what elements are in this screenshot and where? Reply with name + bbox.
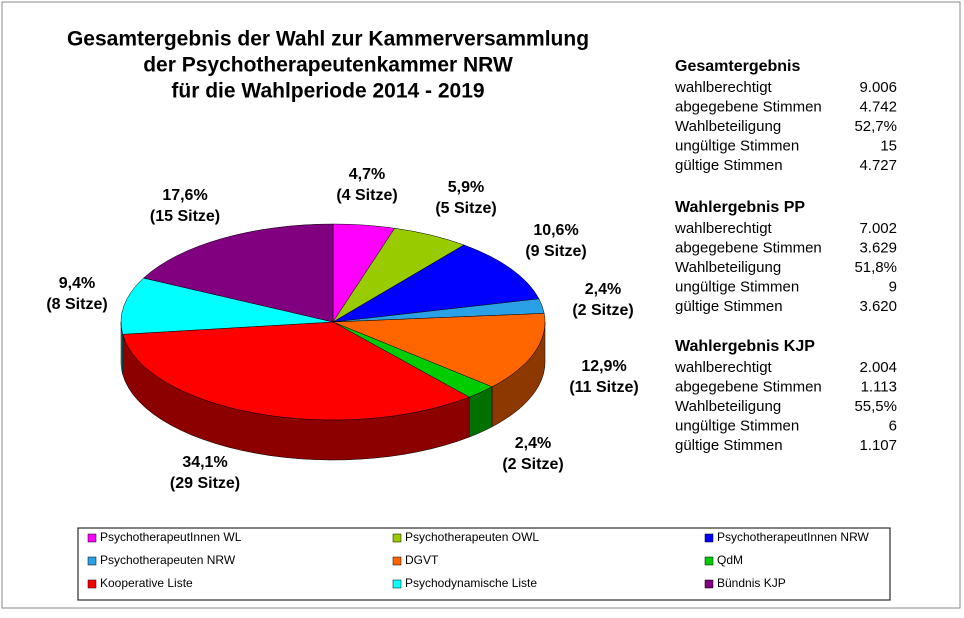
stats-label: abgegebene Stimmen xyxy=(675,378,822,395)
stats-value: 3.629 xyxy=(859,239,897,256)
seat-label: (2 Sitze) xyxy=(572,302,633,319)
legend-swatch xyxy=(87,556,97,566)
stats-value: 9.006 xyxy=(859,79,897,96)
stats-label: Wahlbeteiligung xyxy=(675,259,781,276)
stats-label: wahlberechtigt xyxy=(674,79,773,96)
value-label: 10,6% xyxy=(533,222,578,239)
stats-label: ungültige Stimmen xyxy=(675,278,799,295)
stats-label: wahlberechtigt xyxy=(674,220,773,237)
chart-title: Gesamtergebnis der Wahl zur Kammerversam… xyxy=(67,28,589,51)
slice xyxy=(120,277,334,335)
stats-value: 52,7% xyxy=(854,118,897,135)
seat-label: (4 Sitze) xyxy=(336,187,397,204)
stats-value: 3.620 xyxy=(859,298,897,315)
stats-label: abgegebene Stimmen xyxy=(675,239,822,256)
seat-label: (5 Sitze) xyxy=(435,200,496,217)
value-label: 12,9% xyxy=(581,358,626,375)
stats-label: abgegebene Stimmen xyxy=(675,98,822,115)
chart-title: für die Wahlperiode 2014 - 2019 xyxy=(171,80,484,103)
seat-label: (2 Sitze) xyxy=(502,456,563,473)
seat-label: (9 Sitze) xyxy=(525,243,586,260)
value-label: 34,1% xyxy=(182,454,227,471)
stats-value: 9 xyxy=(889,278,897,295)
stats-value: 6 xyxy=(889,417,897,434)
seat-label: (15 Sitze) xyxy=(150,208,220,225)
stats-value: 1.107 xyxy=(859,437,897,454)
legend-label: PsychotherapeutInnen WL xyxy=(100,530,242,544)
slice xyxy=(142,223,334,323)
legend-swatch xyxy=(704,556,714,566)
stats-label: wahlberechtigt xyxy=(674,359,773,376)
legend-label: QdM xyxy=(717,553,743,567)
slice xyxy=(332,244,540,323)
chart-title: der Psychotherapeutenkammer NRW xyxy=(143,54,513,77)
value-label: 2,4% xyxy=(515,435,551,452)
stats-value: 4.727 xyxy=(859,157,897,174)
stats-label: gültige Stimmen xyxy=(675,157,783,174)
legend-swatch xyxy=(392,556,402,566)
stats-title: Gesamtergebnis xyxy=(675,58,800,75)
stats-value: 15 xyxy=(880,137,897,154)
stats-label: Wahlbeteiligung xyxy=(675,118,781,135)
slice xyxy=(332,313,546,388)
stats-value: 51,8% xyxy=(854,259,897,276)
legend-label: Psychotherapeuten NRW xyxy=(100,553,236,567)
value-label: 17,6% xyxy=(162,187,207,204)
stats-title: Wahlergebnis PP xyxy=(675,199,805,216)
stats-label: gültige Stimmen xyxy=(675,437,783,454)
stats-value: 55,5% xyxy=(854,398,897,415)
legend-label: Bündnis KJP xyxy=(717,576,786,590)
legend-label: DGVT xyxy=(405,553,439,567)
seat-label: (11 Sitze) xyxy=(569,379,638,396)
value-label: 2,4% xyxy=(585,281,621,298)
stats-value: 1.113 xyxy=(861,378,897,395)
legend-label: PsychotherapeutInnen NRW xyxy=(717,530,870,544)
legend-label: Psychodynamische Liste xyxy=(405,576,537,590)
value-label: 9,4% xyxy=(59,275,95,292)
stats-value: 7.002 xyxy=(859,220,897,237)
stats-value: 4.742 xyxy=(859,98,897,115)
stats-label: Wahlbeteiligung xyxy=(675,398,781,415)
legend-swatch xyxy=(704,579,714,589)
legend-swatch xyxy=(87,579,97,589)
stats-label: gültige Stimmen xyxy=(675,298,783,315)
legend-swatch xyxy=(704,533,714,543)
value-label: 5,9% xyxy=(448,179,484,196)
stats-value: 2.004 xyxy=(859,359,897,376)
legend-swatch xyxy=(392,579,402,589)
stats-title: Wahlergebnis KJP xyxy=(675,338,815,355)
seat-label: (8 Sitze) xyxy=(46,296,107,313)
seat-label: (29 Sitze) xyxy=(170,475,240,492)
legend-label: Kooperative Liste xyxy=(100,576,193,590)
legend-swatch xyxy=(87,533,97,543)
legend-box xyxy=(77,527,891,601)
slice xyxy=(122,321,470,421)
legend-label: Psychotherapeuten OWL xyxy=(405,530,539,544)
legend-swatch xyxy=(392,533,402,543)
stats-label: ungültige Stimmen xyxy=(675,417,799,434)
value-label: 4,7% xyxy=(349,166,385,183)
stats-label: ungültige Stimmen xyxy=(675,137,799,154)
